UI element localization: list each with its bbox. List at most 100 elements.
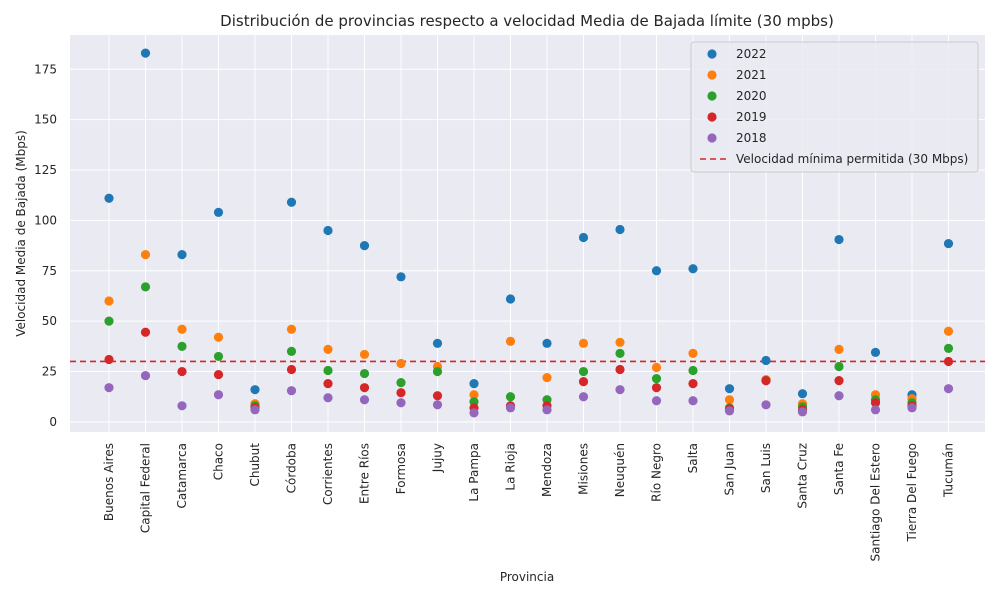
point-2021-tucuman — [943, 326, 954, 336]
point-2020-neuquen — [615, 348, 625, 359]
point-2018-san-juan — [724, 406, 735, 416]
point-2019-santiago-del-estero — [870, 398, 881, 408]
point-2021-misiones — [578, 338, 589, 348]
point-2022-neuquen — [615, 224, 625, 235]
point-2020-la-rioja — [505, 392, 516, 402]
point-2021-corrientes — [323, 344, 333, 354]
point-2020-rio-negro — [651, 373, 662, 384]
point-2018-mendoza — [542, 405, 552, 415]
point-2022-salta — [688, 264, 698, 274]
x-tick-label: Tierra Del Fuego — [905, 443, 919, 542]
point-2021-la-pampa — [469, 390, 479, 400]
point-2022-santa-fe — [834, 234, 844, 245]
point-2022-corrientes — [323, 225, 333, 236]
point-2018-santa-cruz — [797, 407, 808, 417]
point-2022-tucuman — [943, 238, 954, 249]
point-2021-san-juan — [724, 395, 735, 405]
point-2022-san-juan — [724, 384, 735, 394]
point-2018-entre-rios — [359, 395, 370, 405]
point-2018-la-rioja — [505, 403, 516, 413]
point-2022-san-luis — [761, 355, 771, 366]
point-2022-formosa — [396, 272, 406, 282]
x-tick-label: La Pampa — [467, 443, 481, 502]
point-2018-san-luis — [761, 400, 771, 410]
legend-marker-2022 — [707, 49, 717, 59]
x-tick-label: Mendoza — [540, 443, 554, 497]
point-2022-cordoba — [286, 197, 297, 207]
point-2019-santa-fe — [834, 376, 844, 386]
point-2021-chaco — [213, 332, 224, 342]
point-2020-jujuy — [432, 366, 443, 377]
x-axis-label: Provincia — [500, 570, 554, 584]
y-tick-labels: 0 25 50 75 100 125 150 175 — [34, 62, 57, 429]
point-2019-jujuy — [432, 391, 443, 401]
point-2018-capital-federal — [140, 370, 151, 381]
point-2019-catamarca — [177, 366, 187, 377]
point-2021-salta — [688, 348, 698, 359]
x-tick-label: La Rioja — [504, 443, 518, 491]
legend-box — [690, 41, 979, 173]
point-2019-cordoba — [286, 364, 297, 375]
y-tick-label: 0 — [49, 415, 57, 429]
legend-label-2018: 2018 — [736, 131, 767, 145]
point-2019-tucuman — [943, 356, 954, 367]
point-2018-formosa — [396, 398, 406, 408]
point-2021-neuquen — [615, 337, 625, 347]
x-tick-label: Tucumán — [942, 443, 956, 498]
chart-title: Distribución de provincias respecto a ve… — [220, 12, 834, 30]
point-2021-santa-fe — [834, 344, 844, 354]
y-tick-label: 175 — [34, 62, 57, 76]
x-tick-label: Catamarca — [175, 443, 189, 508]
x-tick-label: Chaco — [212, 443, 226, 480]
point-2020-entre-rios — [359, 368, 370, 379]
point-2019-rio-negro — [651, 383, 662, 393]
point-2020-chaco — [213, 351, 224, 362]
legend-marker-2019 — [707, 112, 717, 122]
point-2018-neuquen — [615, 385, 625, 395]
point-2018-chubut — [250, 405, 260, 415]
point-2018-la-pampa — [469, 408, 479, 418]
point-2021-capital-federal — [140, 250, 151, 260]
point-2019-misiones — [578, 377, 589, 387]
point-2019-entre-rios — [359, 383, 370, 393]
point-2021-formosa — [396, 358, 406, 369]
y-tick-label: 150 — [34, 113, 57, 127]
point-2020-salta — [688, 365, 698, 376]
point-2018-tucuman — [943, 384, 954, 394]
x-tick-label: Chubut — [248, 443, 262, 487]
x-tick-label: Formosa — [394, 443, 408, 494]
point-2020-formosa — [396, 378, 406, 388]
x-tick-label: Neuquén — [613, 443, 627, 497]
point-2020-misiones — [578, 366, 589, 377]
y-tick-label: 75 — [42, 264, 57, 278]
point-2018-catamarca — [177, 401, 187, 411]
legend-marker-2018 — [707, 133, 717, 143]
point-2018-chaco — [213, 390, 224, 400]
x-tick-label: Santa Fe — [832, 443, 846, 495]
point-2020-capital-federal — [140, 282, 151, 292]
legend-label-2020: 2020 — [736, 89, 767, 103]
point-2020-tucuman — [943, 343, 954, 353]
y-tick-label: 50 — [42, 314, 57, 328]
point-2018-buenos-aires — [104, 383, 114, 393]
point-2022-chaco — [213, 207, 224, 217]
x-tick-label: Capital Federal — [139, 443, 153, 533]
point-2022-misiones — [578, 232, 589, 243]
point-2019-formosa — [396, 388, 406, 398]
legend-label-2022: 2022 — [736, 47, 767, 61]
point-2022-capital-federal — [140, 48, 151, 58]
point-2018-cordoba — [286, 386, 297, 396]
y-tick-label: 125 — [34, 163, 57, 177]
x-tick-label: Jujuy — [431, 443, 445, 473]
point-2022-santiago-del-estero — [870, 347, 881, 357]
legend-label-2021: 2021 — [736, 68, 767, 82]
point-2018-corrientes — [323, 393, 333, 403]
x-tick-label: Río Negro — [650, 443, 664, 502]
point-2022-buenos-aires — [104, 193, 114, 203]
point-2018-salta — [688, 396, 698, 406]
point-2022-catamarca — [177, 250, 187, 260]
point-2022-la-rioja — [505, 294, 516, 304]
point-2020-buenos-aires — [104, 316, 114, 326]
point-2021-mendoza — [542, 372, 552, 383]
